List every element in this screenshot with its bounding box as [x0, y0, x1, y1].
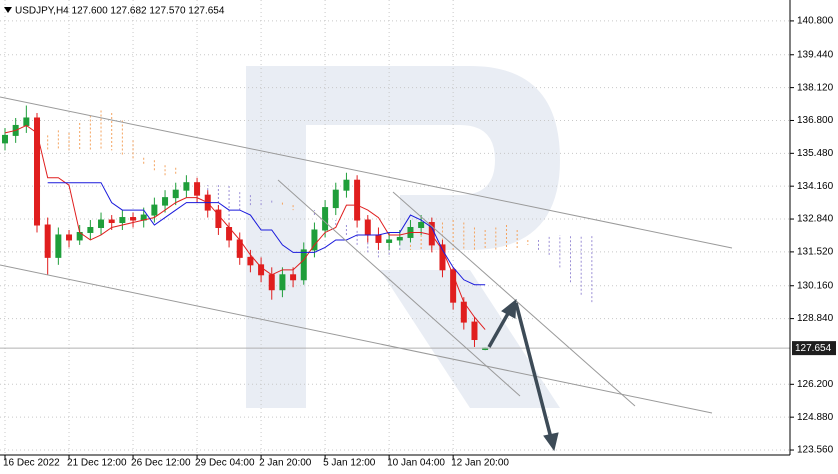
- candle-body: [471, 321, 478, 341]
- x-tick-label: 10 Jan 04:00: [387, 458, 445, 469]
- candle-body: [172, 189, 179, 199]
- candle-body: [247, 256, 254, 266]
- last-price-box: [792, 341, 836, 356]
- candle-body: [98, 219, 105, 228]
- candle-body: [290, 274, 297, 281]
- x-tick-label: 2 Jan 20:00: [259, 458, 312, 469]
- watermark-bowl: [306, 66, 560, 250]
- wedge-line: [392, 191, 636, 407]
- candle-body: [215, 209, 222, 228]
- arrow-head: [501, 298, 517, 319]
- x-tick-label: 5 Jan 12:00: [323, 458, 376, 469]
- candle-body: [2, 134, 8, 144]
- candle-body: [34, 117, 41, 226]
- candle-body: [119, 217, 126, 224]
- indicator-line: [47, 182, 486, 286]
- chart-title: USDJPY,H4 127.600 127.682 127.570 127.65…: [15, 6, 225, 17]
- overlays: [0, 124, 790, 349]
- candle-body: [130, 217, 137, 221]
- x-tick-label: 26 Dec 12:00: [131, 458, 191, 469]
- candle-body: [332, 189, 339, 209]
- candle-body: [386, 239, 393, 243]
- candle-body: [364, 219, 371, 236]
- wedge-line: [277, 179, 521, 397]
- y-tick-label: 128.840: [797, 313, 834, 324]
- candle-body: [162, 197, 169, 206]
- y-tick-label: 126.200: [797, 379, 834, 390]
- x-tick-label: 21 Dec 12:00: [67, 458, 127, 469]
- candle-body: [44, 224, 51, 258]
- candle-body: [268, 274, 275, 291]
- candle-body: [258, 264, 265, 276]
- candle-body: [55, 234, 62, 258]
- arrow-up: [487, 309, 512, 348]
- candle-body: [87, 227, 94, 233]
- candle-body: [343, 179, 350, 191]
- candle-body: [23, 117, 30, 126]
- candle-body: [183, 182, 190, 191]
- forecast-arrows: [487, 298, 559, 452]
- y-tick-label: 132.840: [797, 214, 834, 225]
- candle-body: [66, 234, 73, 241]
- axis-labels: 140.800 139.440 138.120 136.800 135.480 134.1…: [3, 16, 836, 469]
- channel-bottom: [0, 264, 713, 414]
- candle-body: [322, 207, 329, 231]
- y-tick-label: 134.160: [797, 181, 834, 192]
- last-price-label: 127.654: [795, 343, 832, 354]
- y-tick-label: 123.560: [797, 445, 834, 456]
- watermark: [246, 66, 560, 408]
- channel-top: [0, 96, 733, 249]
- candle-body: [439, 244, 446, 271]
- arrow-head: [543, 432, 559, 452]
- y-tick-label: 140.800: [797, 16, 834, 27]
- candle-body: [354, 179, 361, 221]
- candle-body: [450, 269, 457, 303]
- x-tick-label: 29 Dec 04:00: [195, 458, 255, 469]
- candle-body: [396, 236, 403, 241]
- candle-body: [300, 249, 307, 281]
- candle-body: [194, 182, 201, 196]
- y-tick-label: 130.160: [797, 280, 834, 291]
- watermark-stem: [246, 66, 306, 408]
- candle-body: [418, 222, 425, 228]
- candle-body: [108, 219, 115, 224]
- cloud: [47, 110, 593, 303]
- y-tick-label: 139.440: [797, 49, 834, 60]
- y-tick-label: 138.120: [797, 82, 834, 93]
- candle-body: [375, 234, 382, 243]
- indicator-line: [4, 124, 486, 330]
- y-tick-label: 135.480: [797, 148, 834, 159]
- x-tick-label: 16 Dec 2022: [3, 458, 60, 469]
- candle-body: [279, 274, 286, 291]
- candle-body: [311, 229, 318, 251]
- trend-lines: [0, 96, 733, 414]
- x-tick-label: 12 Jan 20:00: [451, 458, 509, 469]
- candles: [2, 105, 489, 351]
- y-tick-label: 131.520: [797, 247, 834, 258]
- y-tick-label: 136.800: [797, 115, 834, 126]
- watermark-leg: [380, 270, 560, 408]
- arrow-down: [514, 302, 553, 439]
- y-tick-label: 124.880: [797, 412, 834, 423]
- candle-body: [151, 204, 158, 216]
- header-icon: [4, 7, 12, 13]
